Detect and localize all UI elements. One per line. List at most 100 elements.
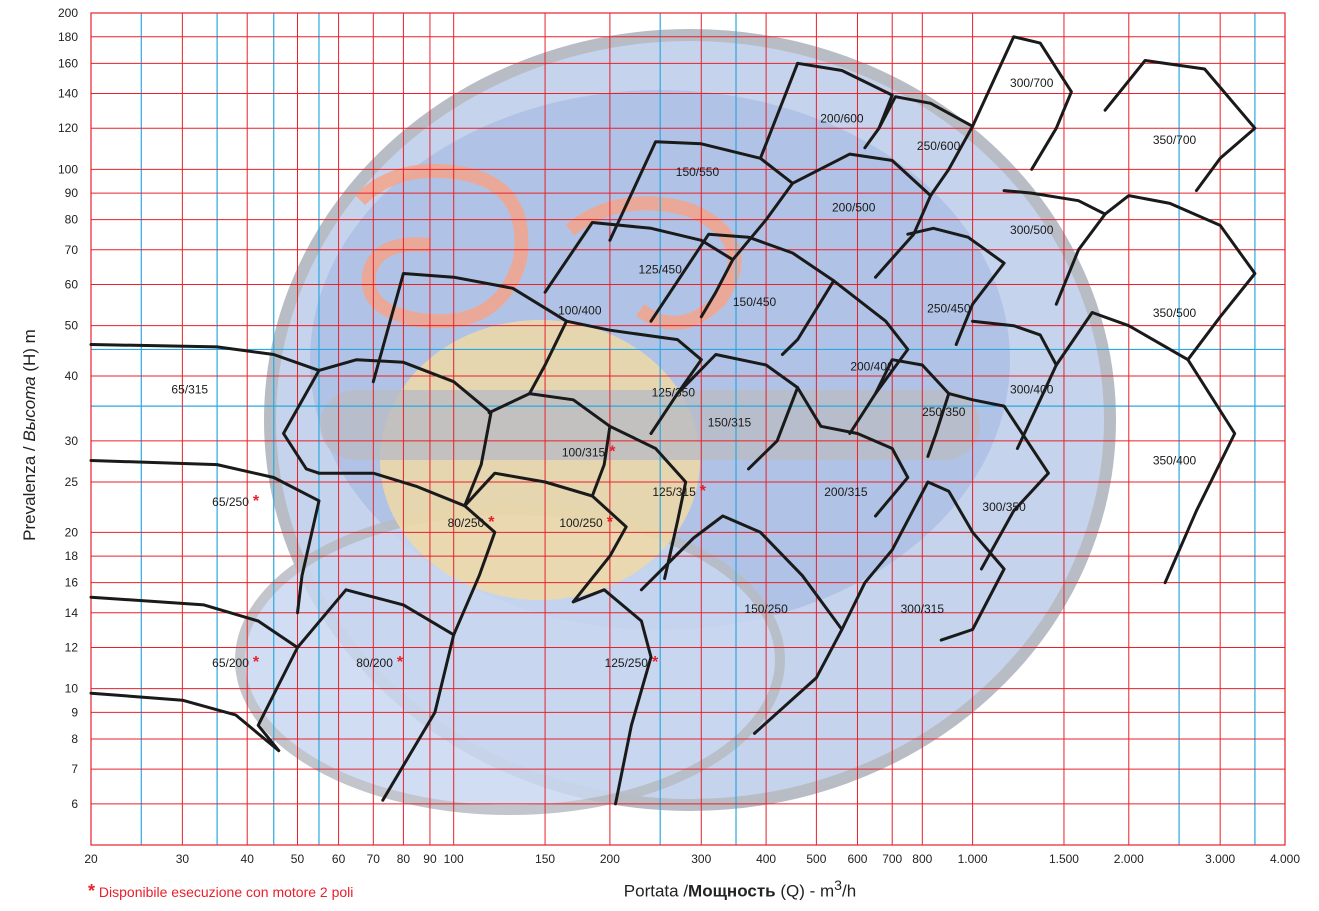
series-label: 200/315 [824, 485, 868, 499]
y-tick-label: 60 [65, 278, 79, 292]
x-axis-title-part-3: (Q) - m [775, 881, 835, 901]
series-curve-125-250 [571, 588, 653, 806]
series-curve-300-500 [1002, 189, 1107, 306]
series-curve-300-400 [971, 319, 1058, 450]
star-icon: * [700, 483, 707, 500]
star-icon: * [652, 654, 659, 671]
y-tick-label: 7 [71, 762, 78, 776]
y-tick-label: 180 [58, 30, 78, 44]
x-axis-title-part-2: Мощность [688, 881, 776, 901]
x-axis-title-part-5: /h [842, 881, 857, 901]
series-curve-80-315 [317, 358, 493, 508]
series-curve-80-200 [296, 588, 456, 802]
x-tick-label: 100 [444, 852, 464, 866]
series-curve-300-700 [971, 35, 1073, 171]
x-tick-label: 90 [423, 852, 437, 866]
y-axis-title-part-3: (H) m [20, 329, 39, 377]
x-tick-label: 150 [535, 852, 555, 866]
series-label: 300/700 [1010, 76, 1054, 90]
star-icon: * [253, 654, 260, 671]
x-tick-label: 60 [332, 852, 346, 866]
y-axis-title-part-1: Prevalenza / [20, 441, 39, 541]
pump-shaft [320, 390, 980, 460]
y-tick-label: 30 [65, 434, 79, 448]
series-curve-65-250 [89, 459, 321, 615]
y-tick-label: 100 [58, 162, 78, 176]
series-label: 250/600 [917, 139, 961, 153]
x-tick-label: 50 [291, 852, 305, 866]
pump-curves [89, 35, 1257, 806]
y-tick-label: 140 [58, 86, 78, 100]
x-tick-label: 70 [367, 852, 381, 866]
series-curve-100-400 [371, 272, 568, 396]
series-curve-300-350 [947, 392, 1050, 571]
series-curve-300-315 [840, 480, 1006, 642]
series-label: 100/400 [558, 304, 602, 318]
series-curve-350-400 [1054, 311, 1237, 585]
x-tick-label: 3.000 [1205, 852, 1235, 866]
y-tick-label: 18 [65, 549, 79, 563]
legend-text: Disponibile esecuzione con motore 2 poli [98, 884, 354, 900]
x-tick-label: 400 [756, 852, 776, 866]
series-label: 150/250 [744, 602, 788, 616]
y-tick-label: 10 [65, 682, 79, 696]
series-curve-200-400 [832, 279, 910, 435]
chart-grid [90, 12, 1286, 846]
series-curve-250-450 [906, 226, 1006, 346]
series-label: 200/400 [850, 359, 894, 373]
series-label: 150/315 [708, 415, 752, 429]
y-tick-label: 80 [65, 213, 79, 227]
series-label: 250/350 [922, 405, 966, 419]
plot-frame [90, 12, 1286, 846]
x-tick-label: 300 [691, 852, 711, 866]
series-curve-150-250 [639, 514, 844, 735]
y-axis-title-part-2: Высота [20, 376, 39, 442]
series-label: 65/200 * [212, 654, 260, 671]
axis-tick-labels: 20 30 40 50 60 70 80 90 100 150 200 300 400 500 600 700… [58, 6, 1300, 866]
series-curve-125-350 [565, 319, 703, 435]
x-axis-title: Portata /Мощность (Q) - m3/h [540, 878, 940, 902]
y-tick-label: 12 [65, 641, 79, 655]
star-icon: * [609, 443, 616, 460]
y-tick-label: 6 [71, 797, 78, 811]
series-curve-150-450 [649, 232, 836, 356]
x-tick-label: 500 [806, 852, 826, 866]
y-tick-label: 9 [71, 705, 78, 719]
series-label: 150/450 [733, 295, 777, 309]
series-curve-350-500 [1103, 194, 1257, 362]
series-curve-200-500 [791, 152, 933, 279]
y-axis-title: Prevalenza / Высота (H) m [20, 255, 40, 615]
series-curve-250-600 [877, 95, 975, 198]
series-label: 300/350 [982, 500, 1026, 514]
star-icon: * [488, 514, 495, 531]
y-tick-label: 16 [65, 576, 79, 590]
series-label: 100/315 * [562, 443, 616, 460]
series-label: 65/315 [171, 383, 208, 397]
x-tick-label: 30 [176, 852, 190, 866]
series-label: 150/550 [676, 165, 720, 179]
series-label: 125/250 * [605, 654, 659, 671]
series-labels: 65/315 65/250 * 65/200 * 80/250 * 80/200 * 100/40… [171, 76, 1196, 671]
y-tick-label: 200 [58, 6, 78, 20]
y-tick-label: 25 [65, 475, 79, 489]
x-tick-label: 80 [397, 852, 411, 866]
y-tick-label: 120 [58, 121, 78, 135]
series-label: 80/200 * [356, 654, 404, 671]
y-tick-label: 90 [65, 186, 79, 200]
series-label: 200/600 [820, 112, 864, 126]
x-tick-label: 700 [882, 852, 902, 866]
series-label: 300/315 [901, 602, 945, 616]
pump-illustration-background [235, 29, 1116, 815]
series-curve-100-315 [487, 392, 612, 498]
x-tick-label: 600 [847, 852, 867, 866]
x-tick-label: 4.000 [1270, 852, 1300, 866]
y-tick-label: 14 [65, 606, 79, 620]
series-curve-65-125 [89, 691, 281, 753]
pump-outlet-loop-2 [565, 196, 742, 330]
series-curve-100-250 [463, 471, 628, 604]
series-curve-350-700 [1103, 59, 1257, 193]
star-icon: * [253, 493, 260, 510]
star-icon: * [397, 654, 404, 671]
x-tick-label: 40 [241, 852, 255, 866]
series-label: 300/400 [1010, 383, 1054, 397]
